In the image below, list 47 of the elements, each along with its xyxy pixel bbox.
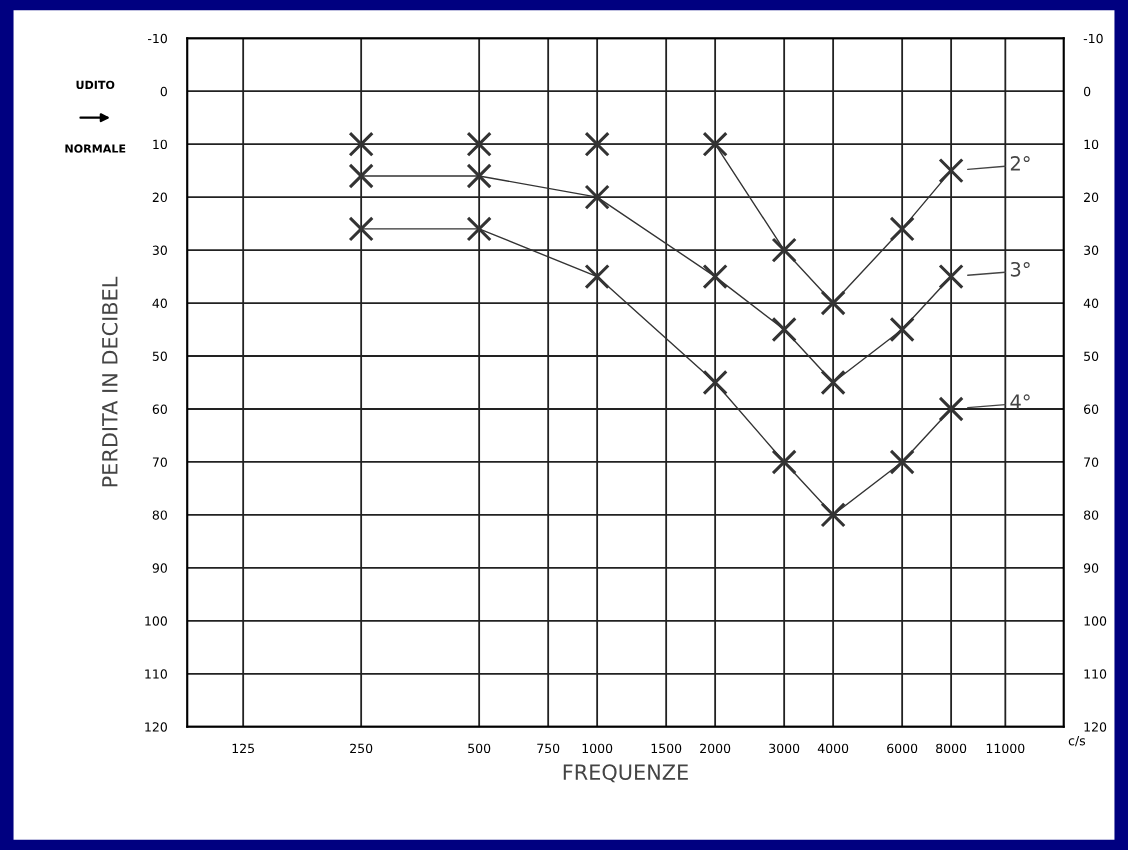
y2-tick-label: 10 (1084, 139, 1099, 150)
x-tick-label: 250 (350, 743, 373, 754)
y-tick-label: 0 (160, 86, 167, 97)
x-tick-label: 1000 (582, 743, 613, 754)
y-tick-label: 110 (145, 669, 167, 679)
y-tick-label: 120 (145, 722, 167, 732)
x-tick-label: 125 (232, 743, 255, 754)
y-tick-label: 90 (152, 563, 167, 573)
text: 3° (1010, 261, 1030, 277)
text: c/s (1068, 736, 1086, 747)
y-tick-label: 100 (145, 616, 167, 626)
y2-tick-label: 90 (1083, 563, 1099, 573)
x-tick-label: 1500 (651, 743, 682, 754)
x-axis-title: FREQUENZE (563, 764, 688, 783)
y-axis-title: PERDITA IN DECIBEL (101, 276, 118, 487)
y2-tick-label: 60 (1084, 404, 1099, 414)
y2-tick-label: 100 (1084, 616, 1107, 626)
y-tick-label: 70 (152, 457, 167, 467)
x-tick-label: 3000 (769, 743, 800, 754)
text: UDITO NORMALE (65, 80, 126, 153)
text: 2° (1010, 156, 1030, 171)
y2-tick-label: 0 (1083, 86, 1091, 97)
y-tick-label: 20 (152, 192, 167, 203)
y-tick-label: 10 (153, 139, 167, 150)
text: 4° (1010, 394, 1030, 409)
y2-tick-label: 20 (1084, 192, 1099, 203)
y-tick-label: 30 (152, 245, 167, 256)
y2-tick-label: 30 (1084, 245, 1099, 256)
y2-tick-label: 110 (1084, 669, 1107, 679)
y2-tick-label: 40 (1083, 298, 1099, 308)
x-tick-label: 2000 (700, 743, 731, 754)
y-tick-label: -10 (148, 33, 167, 44)
y-tick-label: 40 (152, 298, 167, 308)
y-tick-label: 80 (152, 510, 167, 520)
y-tick-label: 50 (152, 351, 167, 361)
y2-tick-label: 120 (1084, 722, 1107, 732)
y2-tick-label: 50 (1084, 351, 1099, 361)
y2-tick-label: 70 (1084, 457, 1099, 467)
x-tick-label: 6000 (887, 743, 918, 754)
x-tick-label: 500 (468, 743, 491, 754)
x-tick-label: 8000 (936, 743, 967, 754)
y2-tick-label: -10 (1083, 33, 1103, 44)
x-tick-label: 750 (537, 743, 560, 754)
x-tick-label: 4000 (817, 743, 849, 754)
x-tick-label: 11000 (986, 743, 1025, 754)
y-tick-label: 60 (152, 404, 167, 414)
y2-tick-label: 80 (1084, 510, 1099, 520)
